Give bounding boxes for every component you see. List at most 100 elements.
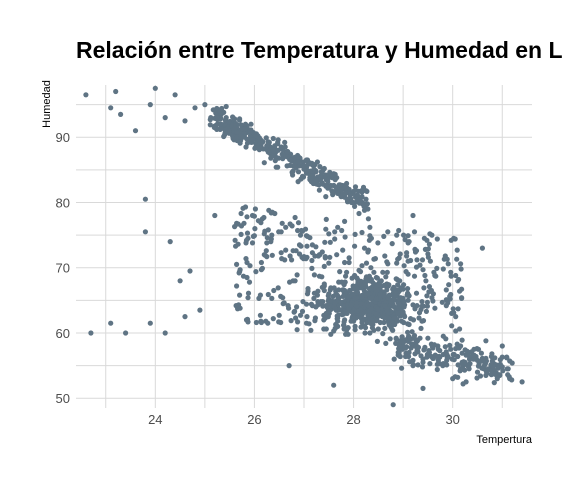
scatter-point [406, 292, 412, 298]
scatter-point [359, 311, 366, 317]
scatter-point [406, 239, 412, 245]
scatter-point [275, 164, 281, 170]
scatter-point [437, 348, 443, 354]
scatter-point [448, 269, 454, 275]
scatter-point [395, 282, 401, 288]
scatter-point [232, 224, 238, 230]
scatter-point [471, 352, 477, 358]
scatter-point [352, 327, 358, 333]
scatter-point [382, 325, 388, 331]
y-tick-label: 80 [56, 195, 70, 210]
scatter-point [265, 291, 271, 298]
scatter-point [412, 249, 419, 255]
scatter-point [283, 224, 289, 230]
scatter-point [448, 291, 454, 298]
scatter-point [142, 196, 148, 202]
scatter-point [375, 307, 381, 313]
scatter-point [257, 312, 263, 318]
scatter-point [395, 349, 401, 356]
scatter-point [405, 297, 411, 303]
scatter-point [384, 308, 390, 314]
scatter-point [444, 362, 450, 368]
scatter-point [318, 175, 324, 181]
scatter-point [369, 295, 375, 301]
scatter-point [339, 227, 345, 234]
scatter-point [382, 253, 388, 259]
scatter-point [306, 321, 312, 327]
scatter-point [382, 315, 388, 321]
scatter-point [276, 155, 282, 161]
scatter-point [432, 305, 438, 311]
scatter-point [289, 257, 295, 263]
scatter-point [342, 279, 348, 285]
x-tick-label: 28 [346, 412, 360, 427]
scatter-point [241, 130, 248, 136]
scatter-point [342, 259, 348, 266]
scatter-point [433, 273, 439, 279]
scatter-point [491, 380, 497, 386]
scatter-point [429, 344, 435, 350]
scatter-point [422, 272, 428, 279]
scatter-point [341, 303, 347, 309]
scatter-point [412, 336, 419, 343]
scatter-point [289, 169, 295, 175]
scatter-point [478, 350, 484, 356]
scatter-point [340, 293, 346, 299]
scatter-point [266, 207, 272, 213]
scatter-point [284, 163, 290, 169]
scatter-point [319, 274, 325, 280]
scatter-point [403, 353, 409, 360]
scatter-point [455, 374, 461, 380]
scatter-point [430, 291, 436, 297]
scatter-point [359, 229, 365, 236]
scatter-point [263, 318, 269, 324]
scatter-point [362, 330, 368, 336]
scatter-point [359, 263, 365, 269]
scatter-point [403, 269, 409, 275]
scatter-point [394, 232, 400, 238]
scatter-point [391, 284, 397, 290]
scatter-point [291, 309, 297, 315]
scatter-point [344, 196, 350, 202]
scatter-point [483, 372, 489, 378]
scatter-point [499, 364, 505, 370]
scatter-point [373, 296, 379, 302]
scatter-point [247, 129, 253, 135]
scatter-point [275, 137, 281, 143]
scatter-point [500, 368, 506, 374]
scatter-point [455, 353, 461, 360]
scatter-point [393, 335, 399, 341]
scatter-point [310, 180, 316, 187]
scatter-point [400, 295, 406, 301]
scatter-point [366, 312, 372, 318]
scatter-point [505, 372, 511, 378]
scatter-point [353, 300, 360, 306]
scatter-point [436, 361, 442, 367]
scatter-point [358, 188, 365, 194]
scatter-point [309, 303, 315, 309]
scatter-point [207, 122, 213, 128]
scatter-point [381, 233, 387, 239]
x-axis-ticks: 24 26 28 30 [148, 412, 460, 427]
scatter-point [395, 310, 401, 316]
scatter-point [453, 328, 459, 334]
scatter-point [361, 207, 368, 213]
scatter-point [132, 128, 139, 134]
scatter-point [346, 255, 352, 261]
scatter-point [424, 299, 430, 305]
x-tick-label: 26 [247, 412, 261, 427]
scatter-point [298, 176, 304, 182]
scatter-point [457, 288, 463, 294]
scatter-point [413, 344, 419, 350]
scatter-point [361, 201, 367, 207]
scatter-point [250, 137, 256, 143]
scatter-point [262, 252, 268, 258]
scatter-point [429, 295, 435, 301]
scatter-point [232, 237, 238, 243]
scatter-point [309, 257, 315, 264]
scatter-point [401, 319, 407, 326]
scatter-point [315, 288, 321, 294]
scatter-point [108, 105, 114, 111]
scatter-point [381, 319, 387, 326]
